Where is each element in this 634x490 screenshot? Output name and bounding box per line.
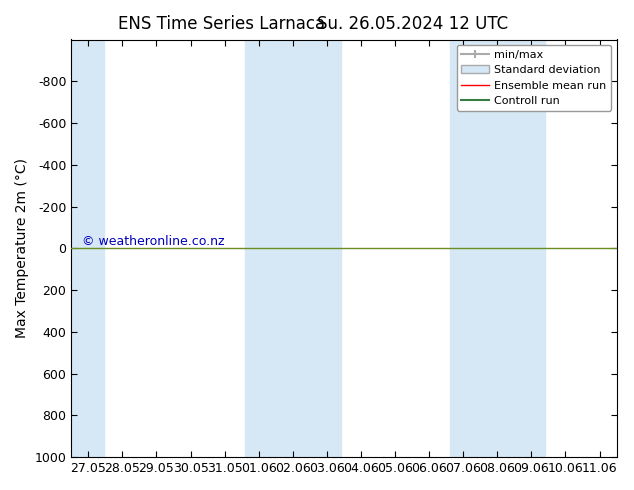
Text: © weatheronline.co.nz: © weatheronline.co.nz (82, 235, 224, 248)
Bar (245, 40, 340, 457)
Text: Su. 26.05.2024 12 UTC: Su. 26.05.2024 12 UTC (316, 15, 508, 33)
Text: ENS Time Series Larnaca: ENS Time Series Larnaca (119, 15, 325, 33)
Bar (450, 40, 545, 457)
Bar (71, 40, 104, 457)
Y-axis label: Max Temperature 2m (°C): Max Temperature 2m (°C) (15, 158, 29, 338)
Legend: min/max, Standard deviation, Ensemble mean run, Controll run: min/max, Standard deviation, Ensemble me… (456, 45, 611, 111)
